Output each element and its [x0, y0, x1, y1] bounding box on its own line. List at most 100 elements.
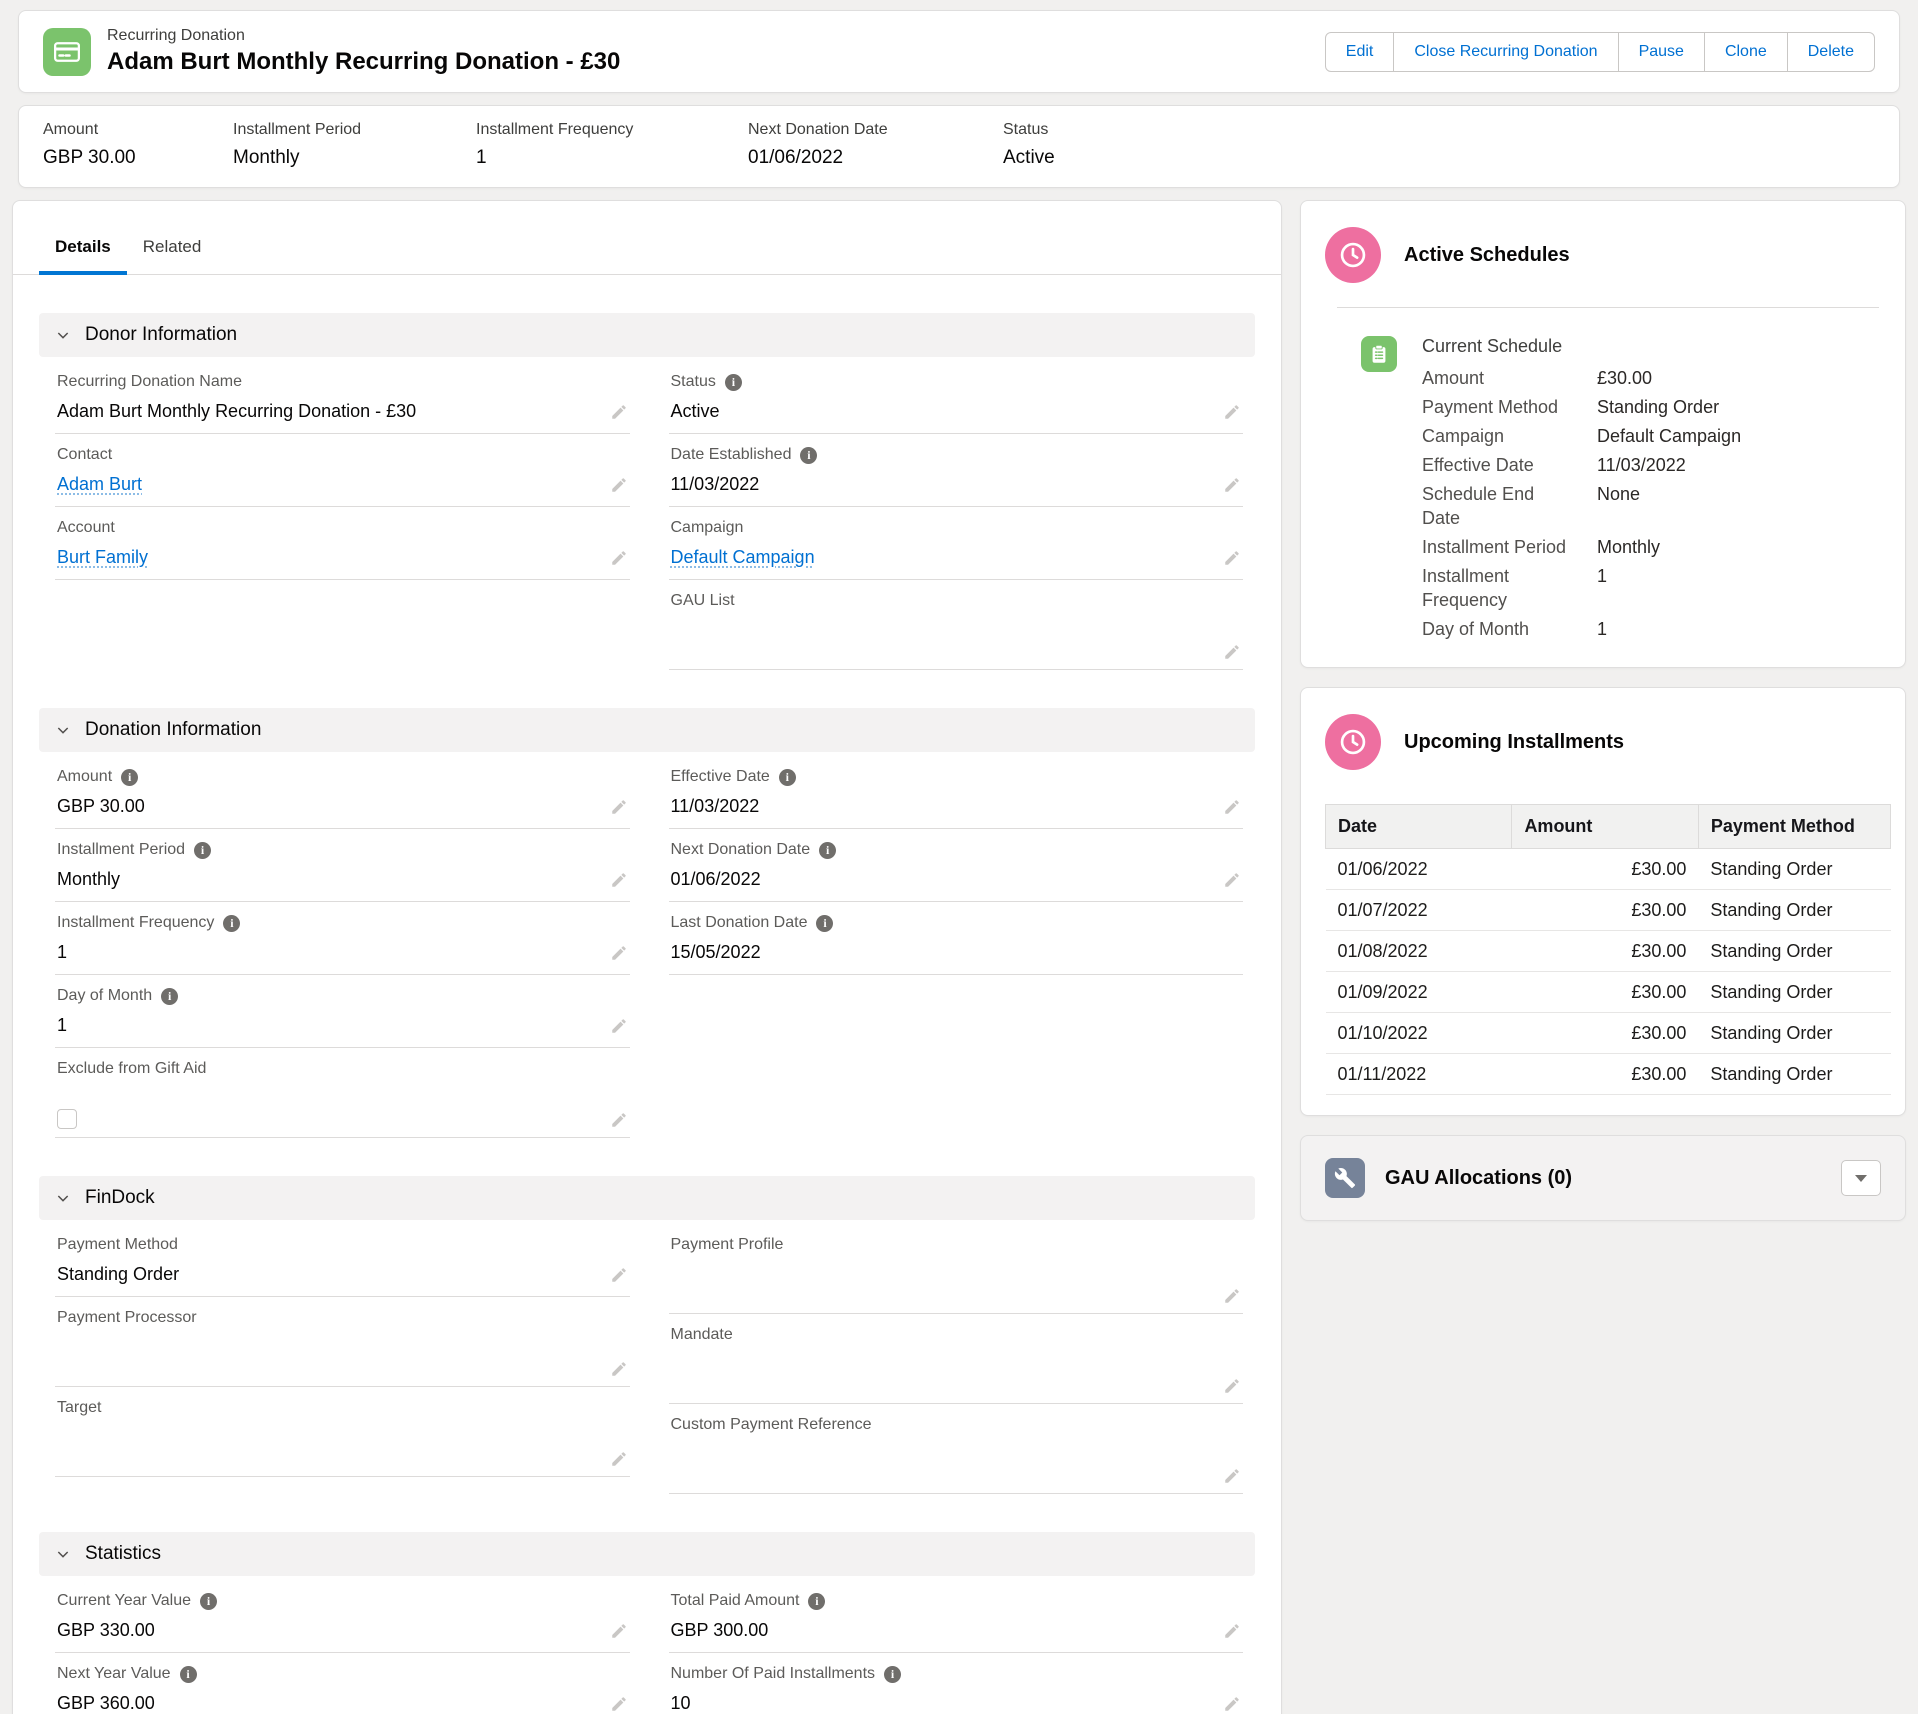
edit-pencil-icon[interactable] [1223, 643, 1241, 661]
field-payment-method: Payment Method Standing Order [55, 1224, 630, 1297]
record-header: Recurring Donation Adam Burt Monthly Rec… [18, 10, 1900, 93]
field-target: Target [55, 1387, 630, 1477]
page-title: Adam Burt Monthly Recurring Donation - £… [107, 48, 620, 76]
info-icon[interactable] [200, 1593, 217, 1610]
field-campaign: Campaign Default Campaign [669, 507, 1244, 580]
highlights-panel: Amount GBP 30.00 Installment Period Mont… [18, 105, 1900, 188]
field-payment-processor: Payment Processor [55, 1297, 630, 1387]
edit-pencil-icon[interactable] [610, 1266, 628, 1284]
field-next-year-value: Next Year Value GBP 360.00 [55, 1653, 630, 1714]
edit-pencil-icon[interactable] [1223, 549, 1241, 567]
edit-pencil-icon[interactable] [1223, 1467, 1241, 1485]
chevron-down-icon [55, 327, 71, 343]
edit-pencil-icon[interactable] [1223, 1287, 1241, 1305]
edit-pencil-icon[interactable] [1223, 1622, 1241, 1640]
info-icon[interactable] [819, 842, 836, 859]
info-icon[interactable] [884, 1666, 901, 1683]
edit-pencil-icon[interactable] [610, 1111, 628, 1129]
info-icon[interactable] [725, 374, 742, 391]
info-icon[interactable] [194, 842, 211, 859]
column-header-payment-method: Payment Method [1698, 805, 1890, 849]
edit-pencil-icon[interactable] [610, 871, 628, 889]
section-header-donation-information[interactable]: Donation Information [39, 708, 1255, 752]
field-mandate: Mandate [669, 1314, 1244, 1404]
chevron-down-icon [55, 1546, 71, 1562]
clone-button[interactable]: Clone [1704, 32, 1788, 72]
section-header-findock[interactable]: FinDock [39, 1176, 1255, 1220]
section-header-donor-information[interactable]: Donor Information [39, 313, 1255, 357]
info-icon[interactable] [121, 769, 138, 786]
active-schedules-panel: Active Schedules [1300, 200, 1906, 668]
current-schedule-title: Current Schedule [1422, 336, 1741, 357]
field-account: Account Burt Family [55, 507, 630, 580]
edit-pencil-icon[interactable] [610, 1450, 628, 1468]
section-header-statistics[interactable]: Statistics [39, 1532, 1255, 1576]
edit-pencil-icon[interactable] [1223, 871, 1241, 889]
exclude-gift-aid-checkbox[interactable] [57, 1109, 77, 1129]
chevron-down-icon [55, 1190, 71, 1206]
tab-details[interactable]: Details [39, 223, 127, 275]
current-schedule: Current Schedule Amount£30.00 Payment Me… [1301, 308, 1905, 667]
close-recurring-donation-button[interactable]: Close Recurring Donation [1393, 32, 1618, 72]
detail-tabs: Details Related [13, 201, 1281, 275]
upcoming-installments-panel: Upcoming Installments Date Amount Paymen… [1300, 687, 1906, 1116]
table-row: 01/07/2022 £30.00 Standing Order [1326, 890, 1891, 931]
pause-button[interactable]: Pause [1618, 32, 1705, 72]
right-sidebar: Active Schedules [1300, 200, 1906, 1221]
edit-pencil-icon[interactable] [610, 1017, 628, 1035]
edit-pencil-icon[interactable] [610, 476, 628, 494]
field-total-paid-amount: Total Paid Amount GBP 300.00 [669, 1580, 1244, 1653]
highlight-installment-period: Installment Period Monthly [233, 121, 476, 169]
edit-pencil-icon[interactable] [610, 1622, 628, 1640]
edit-pencil-icon[interactable] [610, 798, 628, 816]
table-row: 01/06/2022 £30.00 Standing Order [1326, 849, 1891, 890]
delete-button[interactable]: Delete [1787, 32, 1875, 72]
active-schedules-title: Active Schedules [1404, 244, 1570, 267]
field-contact: Contact Adam Burt [55, 434, 630, 507]
info-icon[interactable] [779, 769, 796, 786]
edit-pencil-icon[interactable] [610, 1360, 628, 1378]
edit-pencil-icon[interactable] [1223, 403, 1241, 421]
recurring-donation-record-page: Recurring Donation Adam Burt Monthly Rec… [0, 0, 1918, 1714]
gau-allocations-dropdown-button[interactable] [1841, 1160, 1881, 1196]
account-link[interactable]: Burt Family [57, 547, 148, 568]
contact-link[interactable]: Adam Burt [57, 474, 142, 495]
column-header-date: Date [1326, 805, 1512, 849]
info-icon[interactable] [223, 915, 240, 932]
tab-related[interactable]: Related [127, 223, 218, 275]
clock-icon [1325, 227, 1381, 283]
edit-pencil-icon[interactable] [610, 1695, 628, 1713]
campaign-link[interactable]: Default Campaign [671, 547, 815, 568]
info-icon[interactable] [800, 447, 817, 464]
edit-pencil-icon[interactable] [610, 944, 628, 962]
info-icon[interactable] [161, 988, 178, 1005]
upcoming-installments-table: Date Amount Payment Method 01/06/2022 £3… [1325, 804, 1891, 1095]
edit-pencil-icon[interactable] [1223, 798, 1241, 816]
donation-information-fields: Amount GBP 30.00 Installment Period Mont… [39, 752, 1255, 1138]
table-row: 01/10/2022 £30.00 Standing Order [1326, 1013, 1891, 1054]
edit-button[interactable]: Edit [1325, 32, 1395, 72]
table-row: 01/11/2022 £30.00 Standing Order [1326, 1054, 1891, 1095]
highlight-amount: Amount GBP 30.00 [43, 121, 233, 169]
gau-allocations-title: GAU Allocations (0) [1385, 1167, 1572, 1190]
field-installment-frequency: Installment Frequency 1 [55, 902, 630, 975]
wrench-icon [1325, 1158, 1365, 1198]
edit-pencil-icon[interactable] [1223, 476, 1241, 494]
edit-pencil-icon[interactable] [610, 403, 628, 421]
field-last-donation-date: Last Donation Date 15/05/2022 [669, 902, 1244, 975]
field-installment-period: Installment Period Monthly [55, 829, 630, 902]
info-icon[interactable] [180, 1666, 197, 1683]
record-detail-card: Details Related Donor Information Recurr… [12, 200, 1282, 1714]
field-payment-profile: Payment Profile [669, 1224, 1244, 1314]
current-schedule-details: Amount£30.00 Payment MethodStanding Orde… [1422, 366, 1741, 641]
upcoming-installments-title: Upcoming Installments [1404, 731, 1624, 754]
gau-allocations-panel: GAU Allocations (0) [1300, 1135, 1906, 1221]
highlight-installment-frequency: Installment Frequency 1 [476, 121, 748, 169]
edit-pencil-icon[interactable] [1223, 1695, 1241, 1713]
info-icon[interactable] [816, 915, 833, 932]
edit-pencil-icon[interactable] [610, 549, 628, 567]
field-amount: Amount GBP 30.00 [55, 756, 630, 829]
highlight-next-donation-date: Next Donation Date 01/06/2022 [748, 121, 1003, 169]
info-icon[interactable] [808, 1593, 825, 1610]
edit-pencil-icon[interactable] [1223, 1377, 1241, 1395]
